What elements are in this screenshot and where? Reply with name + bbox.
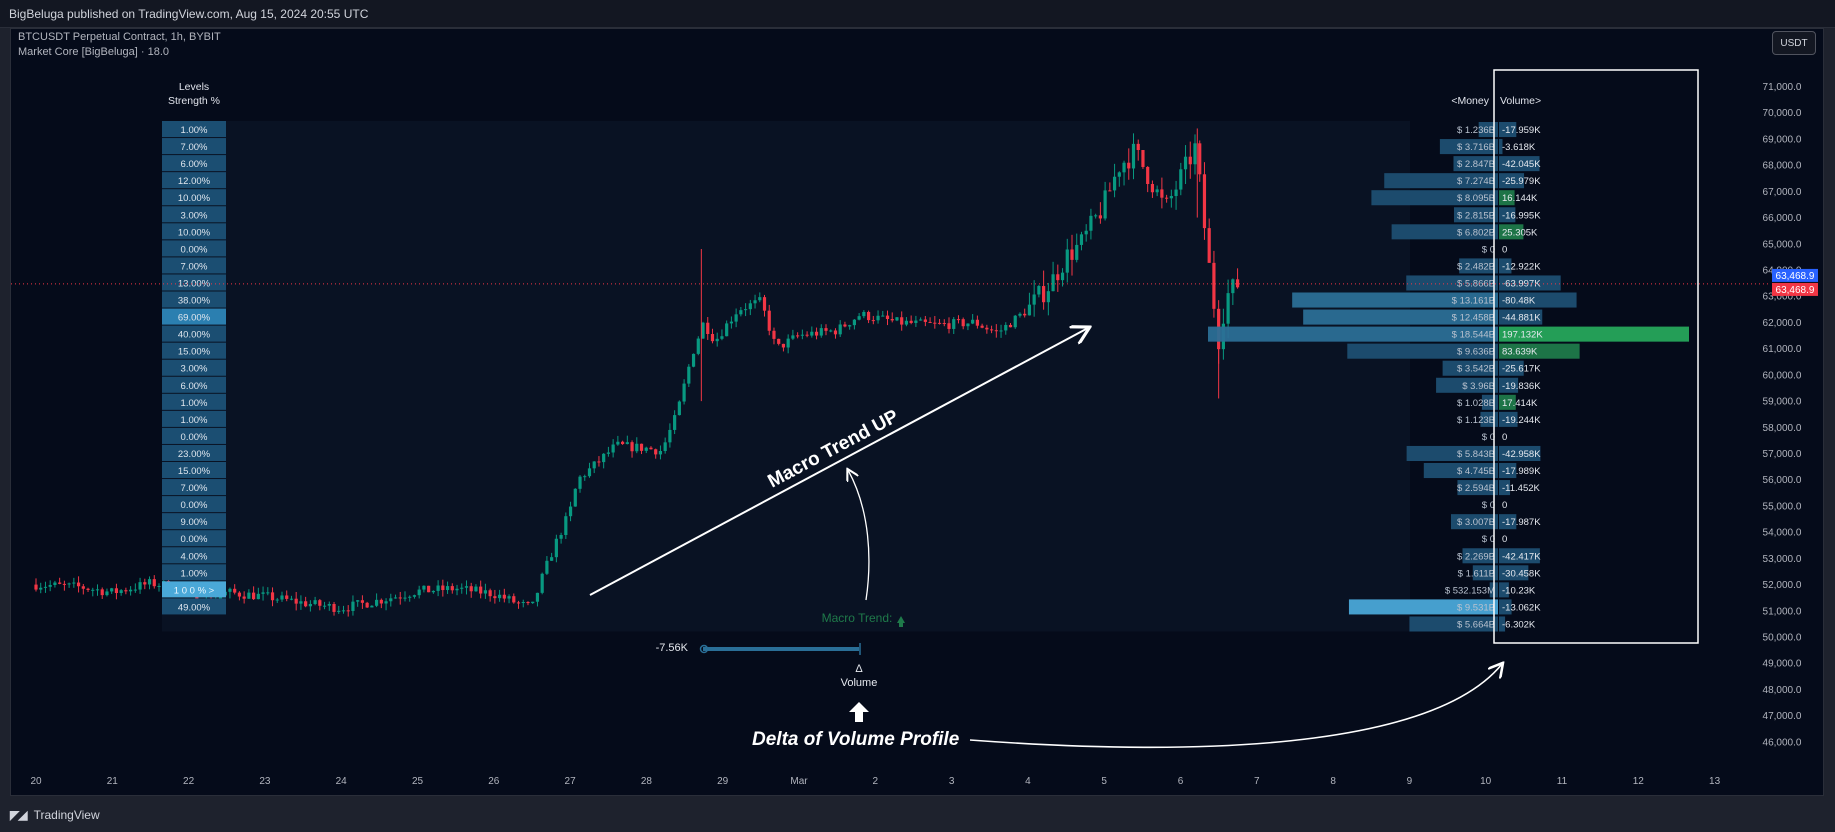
tv-logo-icon: ◤◢ (10, 808, 27, 822)
chart-frame[interactable] (10, 28, 1824, 796)
published-text: BigBeluga published on TradingView.com, … (9, 7, 369, 21)
published-bar: BigBeluga published on TradingView.com, … (0, 0, 1835, 28)
footer-brand: TradingView (33, 808, 100, 822)
indicator-title: Market Core [BigBeluga] · 18.0 (18, 46, 170, 58)
footer: ◤◢ TradingView (0, 798, 1835, 832)
symbol-title: BTCUSDT Perpetual Contract, 1h, BYBIT (18, 31, 221, 43)
currency-button[interactable]: USDT (1772, 31, 1816, 55)
